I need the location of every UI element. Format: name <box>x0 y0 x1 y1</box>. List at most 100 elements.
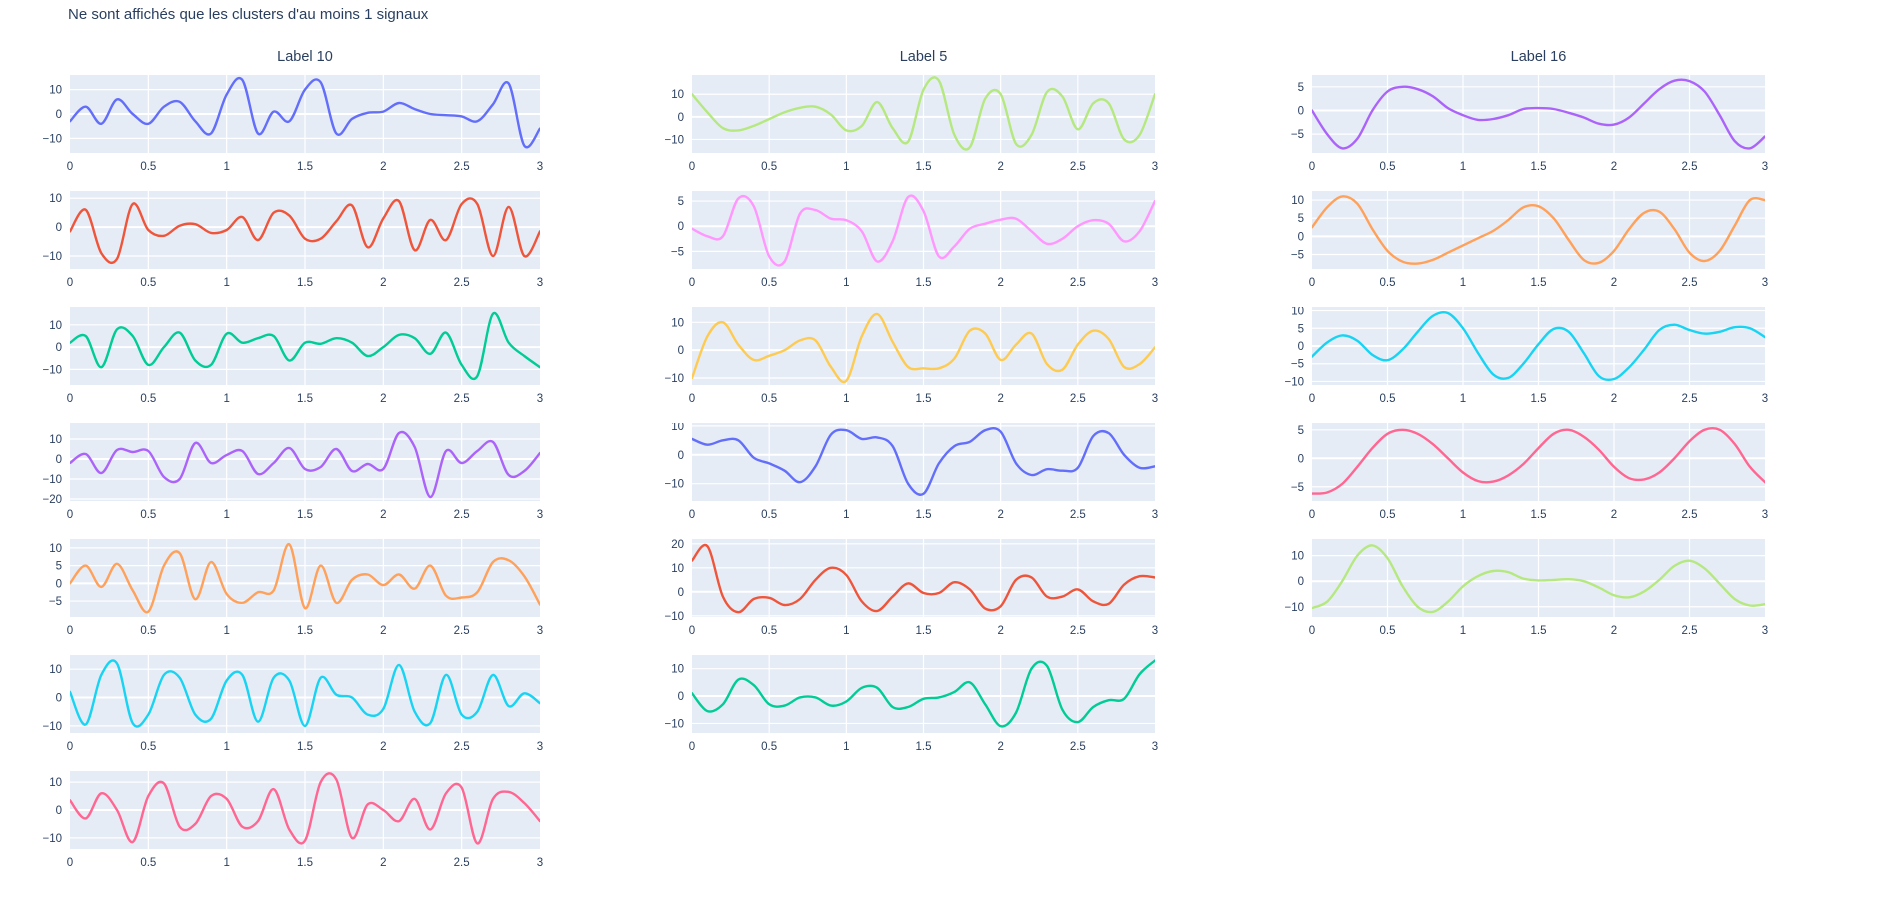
x-tick-label: 1 <box>1460 509 1466 521</box>
column-charts: 5 0 −5 0 0.5 1 1.5 2 2.5 3 10 5 0 −5 0 0.5 1 1.5 2 2.5 3 10 5 0… <box>1252 75 1779 641</box>
y-tick-label: 0 <box>678 587 684 599</box>
y-tick-label: 0 <box>56 805 62 817</box>
x-tick-label: 2 <box>1611 277 1617 289</box>
x-tick-label: 0.5 <box>140 393 156 405</box>
x-tick-label: 2 <box>1611 393 1617 405</box>
y-tick-label: 0 <box>678 450 684 462</box>
signal-chart[interactable]: 10 5 0 −5 0 0.5 1 1.5 2 2.5 3 <box>1252 191 1779 293</box>
x-tick-label: 0 <box>67 857 73 869</box>
cluster-column-label-10: Label 10 10 0 −10 0 0.5 1 1.5 2 2.5 3 10 0 −10 0 0.5 1 1… <box>10 46 554 887</box>
signal-chart[interactable]: 10 0 −10 0 0.5 1 1.5 2 2.5 3 <box>10 307 554 409</box>
signal-chart[interactable]: 10 0 −10 0 0.5 1 1.5 2 2.5 3 <box>10 191 554 293</box>
x-tick-label: 1 <box>1460 393 1466 405</box>
x-tick-label: 2 <box>380 857 386 869</box>
x-tick-label: 0.5 <box>140 625 156 637</box>
x-tick-label: 0.5 <box>761 741 777 753</box>
y-tick-label: 5 <box>1298 323 1304 335</box>
signal-chart[interactable]: 5 0 −5 0 0.5 1 1.5 2 2.5 3 <box>1252 75 1779 177</box>
x-tick-label: 0.5 <box>1380 509 1396 521</box>
x-tick-label: 1 <box>223 277 229 289</box>
x-tick-label: 2 <box>1611 509 1617 521</box>
signal-chart[interactable]: 10 0 −10 0 0.5 1 1.5 2 2.5 3 <box>10 655 554 757</box>
x-tick-label: 1 <box>843 161 849 173</box>
x-tick-label: 0 <box>1309 277 1315 289</box>
x-tick-label: 0 <box>1309 393 1315 405</box>
y-tick-label: 10 <box>49 664 62 676</box>
y-tick-label: 0 <box>56 693 62 705</box>
y-tick-label: 0 <box>1298 453 1304 465</box>
signal-chart[interactable]: 10 0 −10 0 0.5 1 1.5 2 2.5 3 <box>632 75 1169 177</box>
signal-chart[interactable]: 20 10 0 −10 0 0.5 1 1.5 2 2.5 3 <box>632 539 1169 641</box>
x-tick-label: 0 <box>689 161 695 173</box>
signal-chart[interactable]: 10 0 −10 0 0.5 1 1.5 2 2.5 3 <box>632 655 1169 757</box>
x-tick-label: 2 <box>380 277 386 289</box>
signal-line <box>1312 78 1765 150</box>
y-tick-label: 0 <box>1298 105 1304 117</box>
x-tick-label: 3 <box>537 625 543 637</box>
x-tick-label: 2.5 <box>454 161 470 173</box>
x-tick-label: 0.5 <box>1380 161 1396 173</box>
y-tick-label: 0 <box>1298 341 1304 353</box>
x-tick-label: 3 <box>1762 161 1768 173</box>
signal-chart[interactable]: 10 0 −10 −20 0 0.5 1 1.5 2 2.5 3 <box>10 423 554 525</box>
x-tick-label: 0.5 <box>140 857 156 869</box>
x-tick-label: 3 <box>1152 393 1158 405</box>
x-tick-label: 1.5 <box>297 741 313 753</box>
signal-chart[interactable]: 10 0 −10 0 0.5 1 1.5 2 2.5 3 <box>1252 539 1779 641</box>
signal-chart[interactable]: 10 0 −10 0 0.5 1 1.5 2 2.5 3 <box>632 307 1169 409</box>
signal-line <box>692 76 1155 151</box>
x-tick-label: 2 <box>997 625 1003 637</box>
signal-line <box>1312 195 1765 265</box>
x-tick-label: 0.5 <box>761 161 777 173</box>
x-tick-label: 1.5 <box>297 393 313 405</box>
x-tick-label: 1.5 <box>916 625 932 637</box>
signal-chart[interactable]: 10 5 0 −5 −10 0 0.5 1 1.5 2 2.5 3 <box>1252 307 1779 409</box>
y-tick-label: 0 <box>56 222 62 234</box>
x-tick-label: 2 <box>997 161 1003 173</box>
x-tick-label: 1.5 <box>1531 161 1547 173</box>
signal-chart[interactable]: 10 5 0 −5 0 0.5 1 1.5 2 2.5 3 <box>10 539 554 641</box>
column-charts: 10 0 −10 0 0.5 1 1.5 2 2.5 3 5 0 −5 0 0.5 1 1.5 2 2.5 3 10 0−… <box>632 75 1169 757</box>
y-tick-label: −10 <box>42 474 62 486</box>
x-tick-label: 2.5 <box>1070 277 1086 289</box>
signal-line <box>70 197 540 265</box>
x-tick-label: 1.5 <box>1531 393 1547 405</box>
y-tick-label: −5 <box>1291 359 1304 371</box>
signal-chart[interactable]: 5 0 −5 0 0.5 1 1.5 2 2.5 3 <box>632 191 1169 293</box>
x-tick-label: 0 <box>1309 509 1315 521</box>
x-tick-label: 2 <box>997 741 1003 753</box>
x-tick-label: 0 <box>689 393 695 405</box>
y-tick-label: 0 <box>56 342 62 354</box>
signal-chart[interactable]: 10 0 −10 0 0.5 1 1.5 2 2.5 3 <box>10 771 554 873</box>
signal-line <box>692 427 1155 496</box>
y-tick-label: 10 <box>49 85 62 97</box>
x-tick-label: 3 <box>537 393 543 405</box>
signal-chart[interactable]: 5 0 −5 0 0.5 1 1.5 2 2.5 3 <box>1252 423 1779 525</box>
x-tick-label: 0 <box>67 741 73 753</box>
x-tick-label: 3 <box>1762 625 1768 637</box>
x-tick-label: 1.5 <box>297 277 313 289</box>
x-tick-label: 0.5 <box>761 509 777 521</box>
signal-chart[interactable]: 10 0 −10 0 0.5 1 1.5 2 2.5 3 <box>10 75 554 177</box>
x-tick-label: 2.5 <box>454 277 470 289</box>
x-tick-label: 1.5 <box>297 509 313 521</box>
x-tick-label: 2.5 <box>454 857 470 869</box>
x-tick-label: 3 <box>537 161 543 173</box>
x-tick-label: 1.5 <box>297 625 313 637</box>
y-tick-label: 0 <box>56 109 62 121</box>
x-tick-label: 2 <box>380 625 386 637</box>
x-tick-label: 0 <box>67 393 73 405</box>
y-tick-label: 10 <box>671 317 684 329</box>
y-tick-label: −5 <box>49 596 62 608</box>
y-tick-label: −10 <box>664 611 684 623</box>
x-tick-label: 1.5 <box>916 161 932 173</box>
x-tick-label: 1 <box>223 857 229 869</box>
x-tick-label: 2 <box>997 393 1003 405</box>
x-tick-label: 1 <box>843 741 849 753</box>
y-tick-label: −10 <box>664 479 684 491</box>
x-tick-label: 1 <box>843 625 849 637</box>
x-tick-label: 0 <box>1309 625 1315 637</box>
signal-chart[interactable]: 10 0 −10 0 0.5 1 1.5 2 2.5 3 <box>632 423 1169 525</box>
cluster-column-label-16: Label 16 5 0 −5 0 0.5 1 1.5 2 2.5 3 10 5 0 −5 0 0.5 1 1.5… <box>1252 46 1779 655</box>
x-tick-label: 1.5 <box>1531 509 1547 521</box>
